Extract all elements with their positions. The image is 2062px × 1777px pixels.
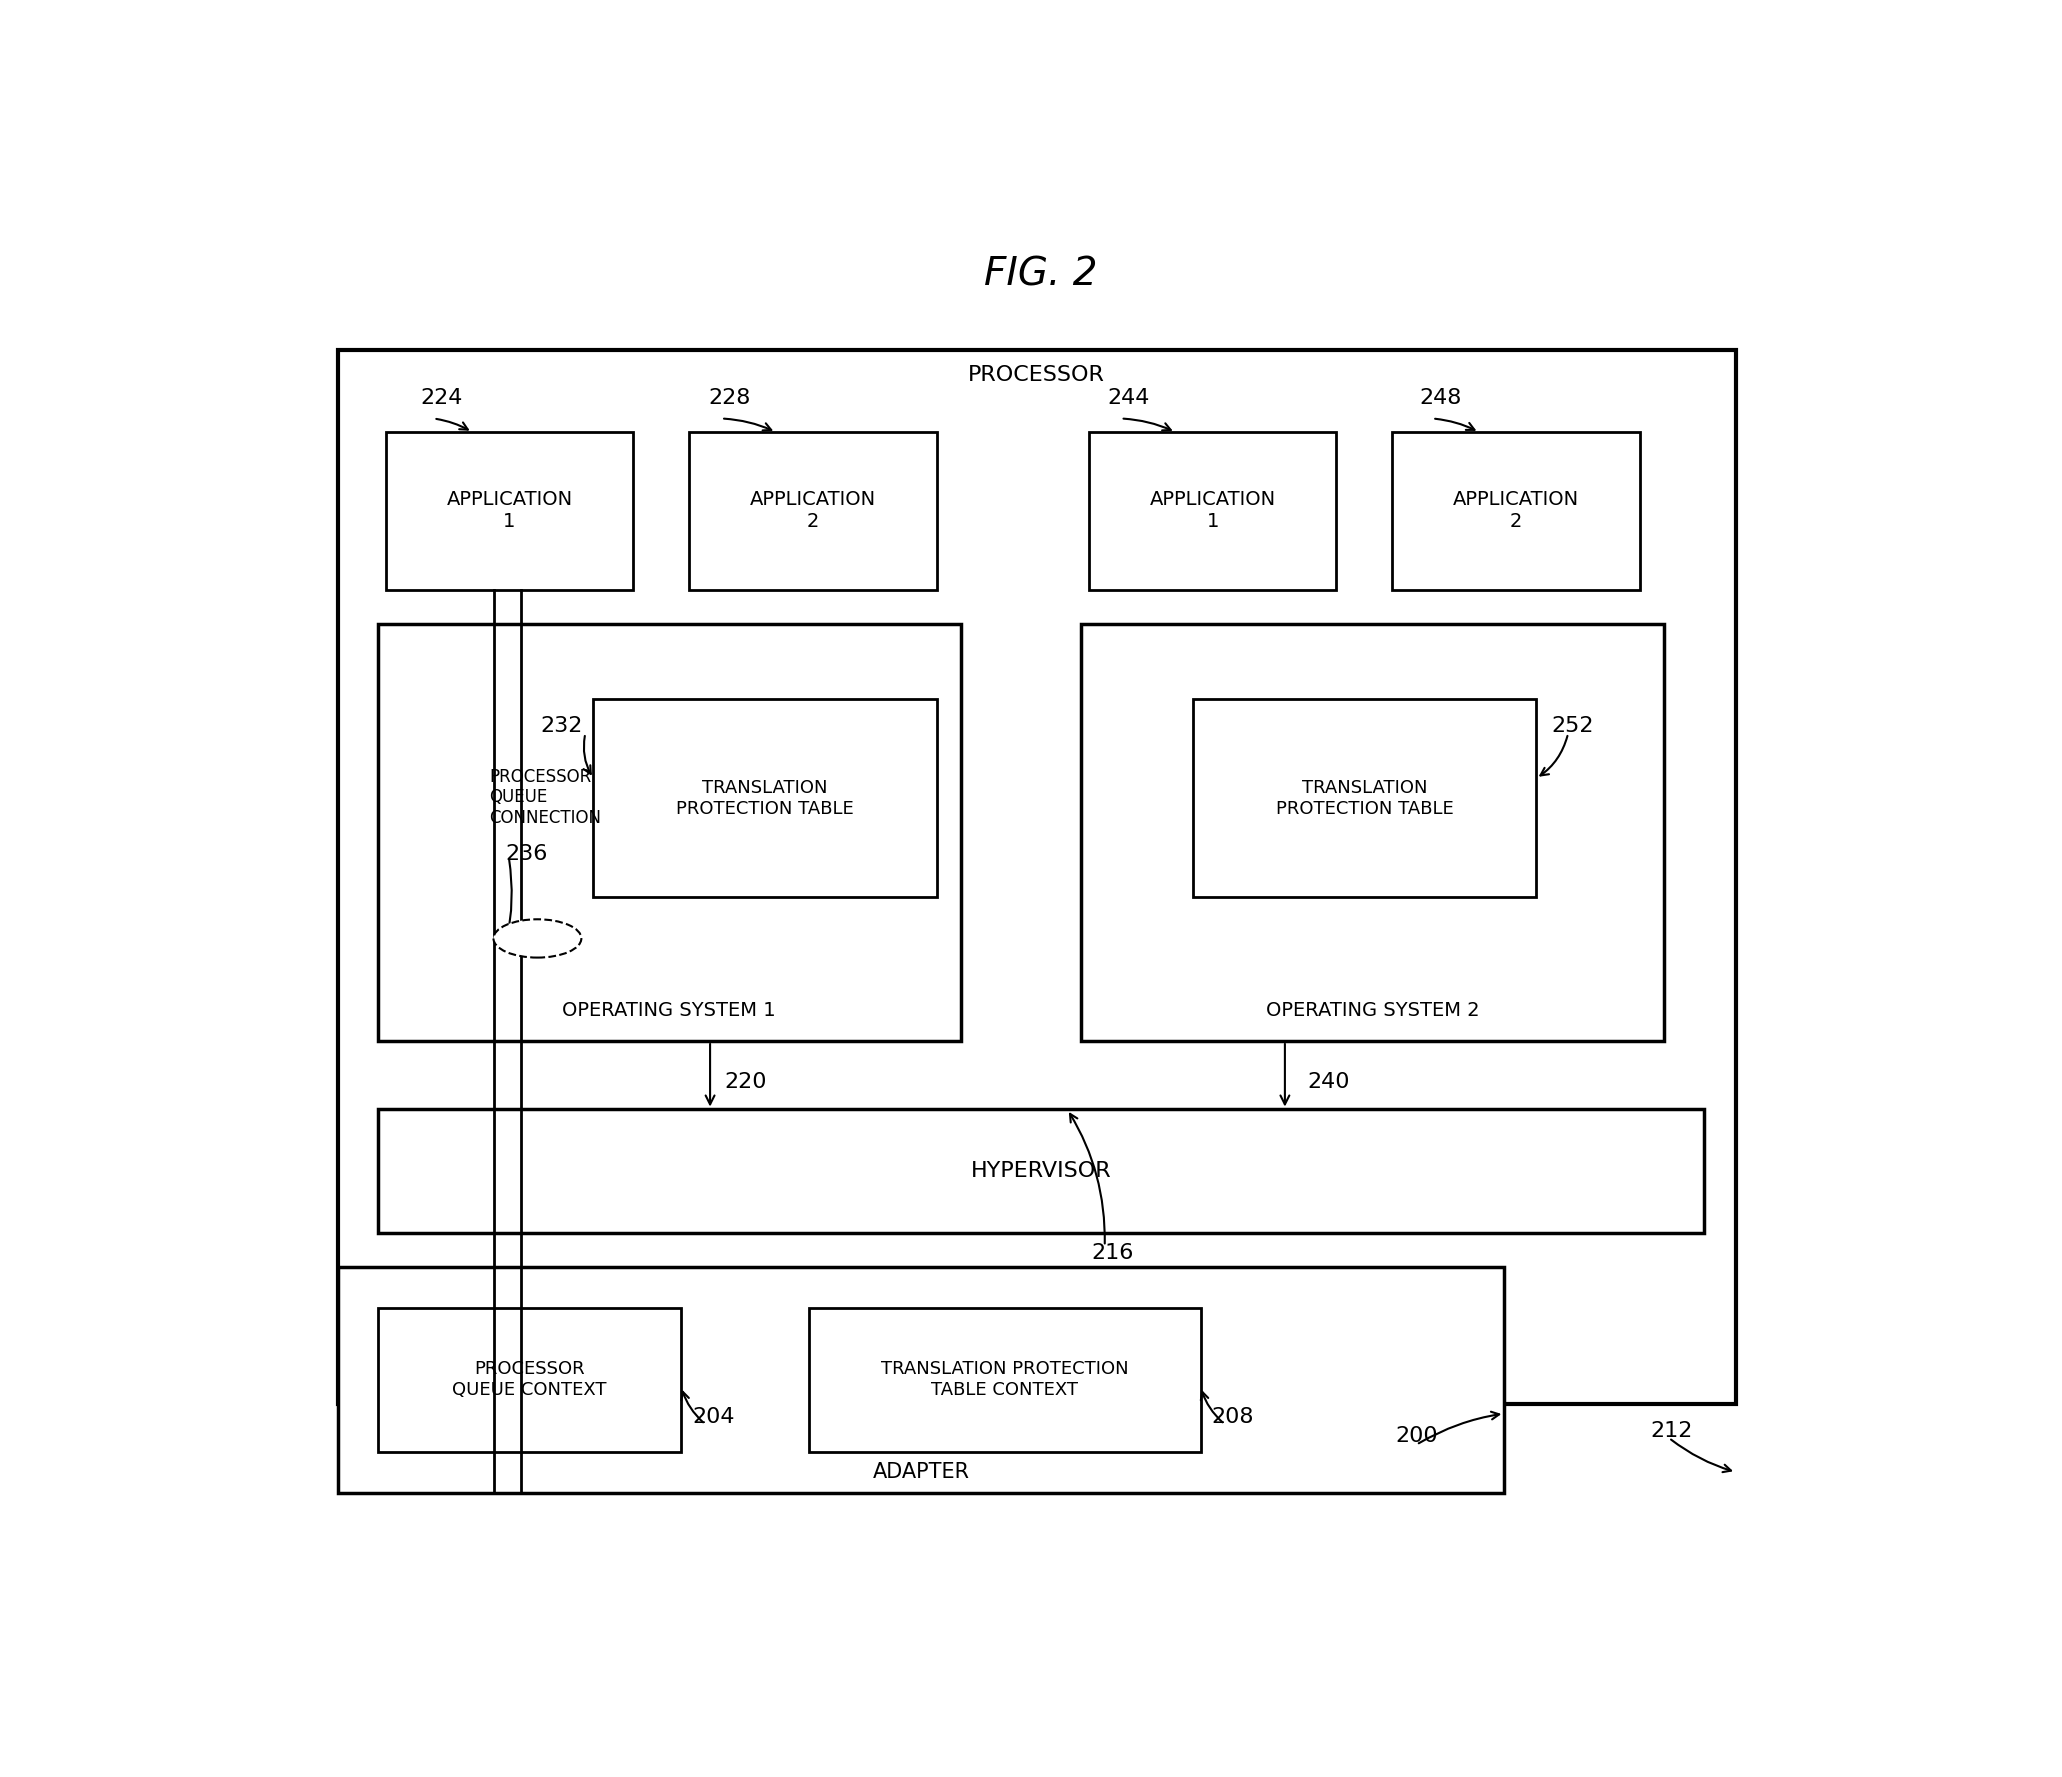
Text: 204: 204: [693, 1407, 734, 1427]
Text: TRANSLATION PROTECTION
TABLE CONTEXT: TRANSLATION PROTECTION TABLE CONTEXT: [880, 1361, 1128, 1398]
Text: APPLICATION
2: APPLICATION 2: [751, 490, 876, 531]
Bar: [1192, 698, 1536, 897]
Text: OPERATING SYSTEM 2: OPERATING SYSTEM 2: [1266, 1002, 1478, 1020]
Text: 224: 224: [421, 387, 462, 409]
Bar: [1089, 432, 1336, 590]
Text: 212: 212: [1652, 1422, 1693, 1441]
Text: APPLICATION
1: APPLICATION 1: [445, 490, 573, 531]
Text: 208: 208: [1210, 1407, 1254, 1427]
Text: 216: 216: [1091, 1244, 1134, 1263]
Text: 228: 228: [707, 387, 751, 409]
Text: PROCESSOR: PROCESSOR: [969, 364, 1105, 384]
Text: FIG. 2: FIG. 2: [984, 256, 1097, 293]
Text: PROCESSOR
QUEUE
CONNECTION: PROCESSOR QUEUE CONNECTION: [489, 768, 602, 828]
Bar: [808, 1308, 1200, 1452]
Bar: [377, 1308, 680, 1452]
Text: PROCESSOR
QUEUE CONTEXT: PROCESSOR QUEUE CONTEXT: [452, 1361, 606, 1398]
Text: 244: 244: [1107, 387, 1151, 409]
Bar: [594, 698, 936, 897]
Text: 220: 220: [724, 1072, 767, 1093]
Text: 200: 200: [1396, 1427, 1437, 1446]
Ellipse shape: [493, 919, 581, 958]
Bar: [338, 1267, 1503, 1493]
Bar: [386, 432, 633, 590]
Text: 236: 236: [505, 844, 548, 864]
Text: TRANSLATION
PROTECTION TABLE: TRANSLATION PROTECTION TABLE: [676, 778, 854, 817]
Text: 240: 240: [1307, 1072, 1351, 1093]
Bar: [377, 1109, 1703, 1233]
Text: APPLICATION
2: APPLICATION 2: [1454, 490, 1579, 531]
Bar: [1080, 624, 1664, 1041]
Text: 232: 232: [540, 716, 584, 736]
Bar: [689, 432, 936, 590]
Text: 248: 248: [1419, 387, 1462, 409]
Text: ADAPTER: ADAPTER: [872, 1462, 969, 1482]
Bar: [1392, 432, 1639, 590]
Bar: [338, 350, 1736, 1404]
Text: TRANSLATION
PROTECTION TABLE: TRANSLATION PROTECTION TABLE: [1276, 778, 1454, 817]
Text: HYPERVISOR: HYPERVISOR: [971, 1160, 1111, 1182]
Text: OPERATING SYSTEM 1: OPERATING SYSTEM 1: [563, 1002, 775, 1020]
Text: 252: 252: [1553, 716, 1594, 736]
Text: APPLICATION
1: APPLICATION 1: [1149, 490, 1276, 531]
Bar: [377, 624, 961, 1041]
